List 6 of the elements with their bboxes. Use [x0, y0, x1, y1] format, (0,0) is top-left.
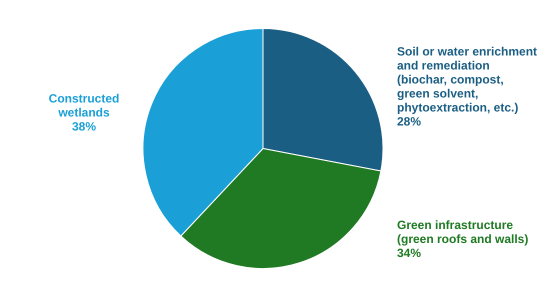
data-label: 28% — [397, 114, 422, 129]
data-label: 38% — [72, 119, 96, 134]
slice-label: Green infrastructure (green roofs and walls) — [397, 218, 528, 246]
slice-label: Constructed wetlands — [48, 91, 120, 120]
slice-label: Soil or water enrichment and remediation (biochar, compost, green solvent, phytoextraction, etc.) — [397, 44, 538, 115]
data-label: 34% — [397, 246, 422, 260]
